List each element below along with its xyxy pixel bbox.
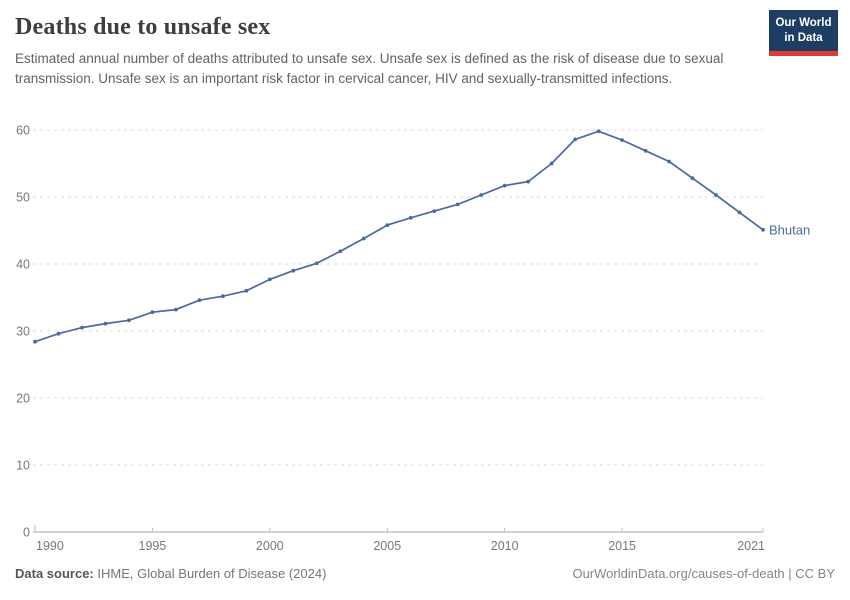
data-point[interactable] [267,277,272,282]
data-point[interactable] [761,227,765,232]
data-point[interactable] [596,129,601,134]
chart-footer: Data source: IHME, Global Burden of Dise… [15,566,835,581]
y-axis-tick-label: 40 [16,258,30,272]
data-point[interactable] [126,318,131,323]
x-axis-tick-label: 2015 [608,539,636,553]
y-axis-tick-label: 50 [16,191,30,205]
data-point[interactable] [455,202,460,207]
data-point[interactable] [620,138,624,143]
data-point[interactable] [690,176,695,181]
data-point[interactable] [408,215,413,220]
y-axis-tick-label: 20 [16,392,30,406]
owid-logo[interactable]: Our World in Data [769,10,838,56]
data-point[interactable] [174,307,178,312]
data-point[interactable] [33,339,37,344]
x-axis-tick-label: 2010 [491,539,519,553]
data-point[interactable] [432,209,437,214]
data-point[interactable] [244,288,249,293]
chart-header: Deaths due to unsafe sex Estimated annua… [15,14,755,90]
license-credit-link[interactable]: OurWorldinData.org/causes-of-death | CC … [572,566,835,581]
data-point[interactable] [361,236,366,241]
data-point[interactable] [197,298,202,303]
y-axis-tick-label: 60 [16,124,30,138]
y-axis-tick-label: 0 [23,526,30,540]
x-axis-tick-label: 2005 [373,539,401,553]
data-point[interactable] [549,161,554,166]
chart-title: Deaths due to unsafe sex [15,14,271,40]
data-point[interactable] [338,249,343,254]
data-point[interactable] [667,159,671,164]
data-source-label: Data source: [15,566,94,581]
data-point[interactable] [526,179,531,184]
y-axis-tick-label: 10 [16,459,30,473]
x-axis-tick-label: 2000 [256,539,284,553]
chart-subtitle: Estimated annual number of deaths attrib… [15,51,724,87]
y-axis-tick-label: 30 [16,325,30,339]
x-axis-tick-label: 1990 [36,539,64,553]
data-point[interactable] [314,261,319,266]
owid-logo-line1: Our World [775,17,832,29]
data-source-note: Data source: IHME, Global Burden of Dise… [15,566,326,581]
data-point[interactable] [103,321,108,326]
series-label-bhutan[interactable]: Bhutan [769,222,810,237]
data-point[interactable] [714,193,718,197]
data-point[interactable] [221,294,225,299]
data-point[interactable] [479,193,484,197]
data-point[interactable] [80,325,84,330]
data-point[interactable] [573,137,577,142]
data-point[interactable] [56,331,61,336]
data-point[interactable] [150,310,155,315]
owid-logo-box: Our World in Data [769,10,838,51]
x-axis-tick-label: 1995 [139,539,167,553]
data-point[interactable] [502,183,507,188]
x-axis-tick-label: 2021 [737,539,765,553]
owid-logo-line2: in Data [784,31,823,44]
data-point[interactable] [291,268,296,273]
data-point[interactable] [643,148,648,153]
data-point[interactable] [385,223,390,228]
data-point[interactable] [737,210,742,215]
series-line-bhutan[interactable] [34,130,764,343]
owid-logo-red-bar [769,50,838,56]
data-source-value: IHME, Global Burden of Disease (2024) [93,566,327,581]
